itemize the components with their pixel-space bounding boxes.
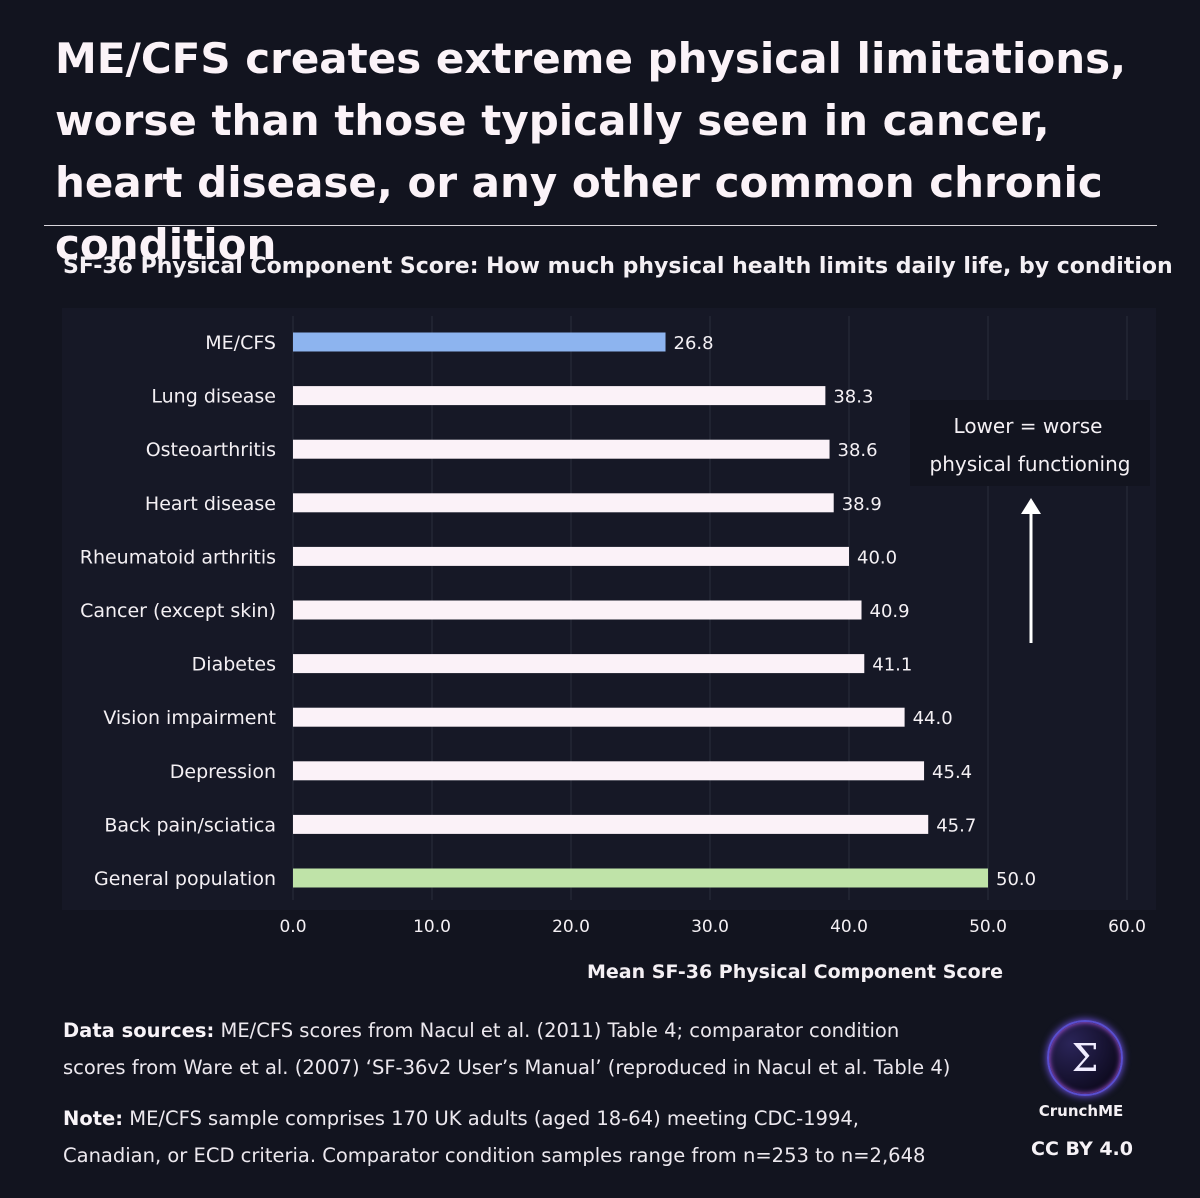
bar <box>293 546 849 566</box>
bar <box>293 707 905 727</box>
license-badge: CC BY 4.0 <box>1031 1138 1133 1160</box>
x-tick-label: 40.0 <box>830 917 868 937</box>
bar <box>293 332 666 352</box>
category-label: General population <box>94 868 276 890</box>
value-label: 45.4 <box>932 762 972 783</box>
x-tick-label: 30.0 <box>691 917 729 937</box>
title-divider <box>44 225 1157 226</box>
annotation-line-2: physical functioning <box>930 452 1131 476</box>
value-label: 40.0 <box>857 547 897 568</box>
note-line-2: Canadian, or ECD criteria. Comparator co… <box>63 1144 926 1167</box>
sigma-icon: Σ <box>1047 1020 1123 1096</box>
bar-chart: ME/CFS Lung disease Osteoarthritis Heart di… <box>79 316 1150 983</box>
value-label: 50.0 <box>996 869 1036 890</box>
annotation-line-1: Lower = worse <box>954 414 1103 438</box>
category-labels: ME/CFS Lung disease Osteoarthritis Heart di… <box>80 332 276 890</box>
category-label: Lung disease <box>151 386 276 408</box>
category-label: Back pain/sciatica <box>104 814 276 836</box>
x-tick-label: 50.0 <box>969 917 1007 937</box>
annotation: Lower = worse physical functioning <box>910 400 1150 643</box>
x-tick-label: 20.0 <box>552 917 590 937</box>
x-tick-label: 10.0 <box>413 917 451 937</box>
bar <box>293 386 826 406</box>
category-label: Heart disease <box>145 493 276 515</box>
value-labels: 26.8 38.3 38.6 38.9 40.0 40.9 41.1 44.0 45.4 45.7… <box>674 333 1037 890</box>
bar <box>293 868 988 888</box>
sources-label: Data sources: <box>63 1019 215 1042</box>
category-label: Rheumatoid arthritis <box>80 546 276 568</box>
category-label: Cancer (except skin) <box>80 600 276 622</box>
category-label: ME/CFS <box>205 332 276 354</box>
value-label: 26.8 <box>674 333 714 354</box>
annotation-box <box>910 400 1150 486</box>
category-label: Depression <box>170 761 276 783</box>
page-title: ME/CFS creates extreme physical limitati… <box>55 34 1127 269</box>
bar <box>293 654 865 674</box>
bar <box>293 814 929 834</box>
bar <box>293 439 830 459</box>
chart-subtitle: SF-36 Physical Component Score: How much… <box>63 254 1173 279</box>
bar <box>293 761 925 781</box>
bars <box>293 332 988 888</box>
logo-symbol: Σ <box>1071 1036 1099 1080</box>
value-label: 38.3 <box>833 387 873 408</box>
category-label: Vision impairment <box>103 707 276 729</box>
sources-line-2: scores from Ware et al. (2007) ‘SF-36v2 … <box>63 1056 951 1079</box>
x-axis-label: Mean SF-36 Physical Component Score <box>587 961 1003 983</box>
value-label: 44.0 <box>913 708 953 729</box>
up-arrow-icon <box>1021 498 1041 514</box>
sources-line-1: ME/CFS scores from Nacul et al. (2011) T… <box>214 1019 900 1042</box>
category-label: Osteoarthritis <box>146 439 276 461</box>
brand-logo: Σ CrunchME <box>1037 1020 1133 1120</box>
bar <box>293 600 862 620</box>
value-label: 40.9 <box>870 601 910 622</box>
brand-name: CrunchME <box>1038 1102 1124 1120</box>
value-label: 38.6 <box>838 440 878 461</box>
value-label: 41.1 <box>872 655 912 676</box>
bar <box>293 493 834 513</box>
value-label: 38.9 <box>842 494 882 515</box>
x-tick-label: 60.0 <box>1108 917 1146 937</box>
x-axis-ticks: 0.0 10.0 20.0 30.0 40.0 50.0 60.0 <box>279 917 1145 937</box>
note-line-1: ME/CFS sample comprises 170 UK adults (a… <box>123 1107 859 1130</box>
note-label: Note: <box>63 1107 124 1130</box>
x-tick-label: 0.0 <box>279 917 306 937</box>
sample-note: Note: ME/CFS sample comprises 170 UK adu… <box>63 1100 1003 1174</box>
data-sources: Data sources: ME/CFS scores from Nacul e… <box>63 1012 1003 1086</box>
category-label: Diabetes <box>192 654 276 676</box>
value-label: 45.7 <box>936 815 976 836</box>
